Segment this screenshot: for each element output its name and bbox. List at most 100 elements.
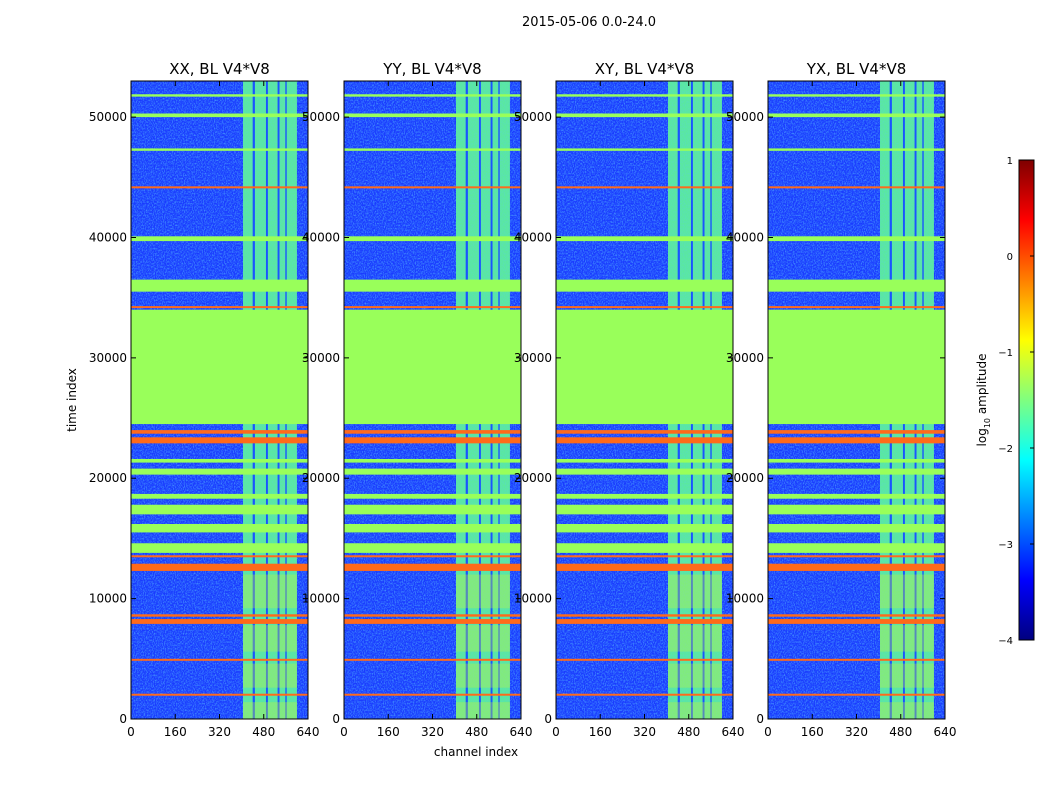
- time-segment: [243, 663, 297, 688]
- flag-stripe: [344, 94, 521, 97]
- flag-stripe: [768, 555, 945, 558]
- y-tick-label: 50000: [726, 110, 764, 124]
- flag-stripe: [556, 555, 733, 558]
- y-tick-label: 20000: [89, 471, 127, 485]
- x-tick-label: 320: [845, 725, 868, 739]
- flag-stripe: [556, 430, 733, 434]
- colorbar: 1 0 −1 −2 −3 −4 log10 amplitude: [975, 156, 1035, 647]
- flag-stripe: [131, 658, 308, 661]
- flag-stripe: [556, 148, 733, 151]
- time-segment: [880, 702, 934, 719]
- y-tick-label: 10000: [514, 592, 552, 606]
- time-segment: [456, 702, 510, 719]
- x-tick-label: 160: [801, 725, 824, 739]
- flag-stripe: [768, 543, 945, 553]
- flag-stripe: [768, 563, 945, 571]
- y-tick-label: 10000: [726, 592, 764, 606]
- flag-stripe: [768, 619, 945, 624]
- flag-stripe: [344, 658, 521, 661]
- flag-stripe: [768, 306, 945, 309]
- heatmap-panel: YY, BL V4*V8 0 160 320 480 640 0 10000 20000 3000…: [302, 60, 533, 739]
- x-tick-label: 0: [764, 725, 772, 739]
- y-tick-label: 40000: [726, 230, 764, 244]
- flag-stripe: [131, 555, 308, 558]
- flag-stripe: [556, 619, 733, 624]
- y-tick-label: 30000: [302, 351, 340, 365]
- flag-stripe: [131, 186, 308, 189]
- flag-stripe: [556, 437, 733, 444]
- flag-stripe: [344, 113, 521, 118]
- flag-stripe: [768, 437, 945, 444]
- flag-stripe: [768, 430, 945, 434]
- flag-stripe: [768, 309, 945, 425]
- flag-stripe: [131, 309, 308, 425]
- x-tick-label: 0: [340, 725, 348, 739]
- y-tick-label: 40000: [302, 230, 340, 244]
- flag-stripe: [131, 113, 308, 118]
- y-tick-label: 20000: [726, 471, 764, 485]
- flag-stripe: [131, 279, 308, 292]
- flag-stripe: [131, 468, 308, 475]
- panel-title: XY, BL V4*V8: [595, 60, 695, 78]
- flag-stripe: [344, 614, 521, 617]
- x-tick-label: 320: [421, 725, 444, 739]
- y-tick-label: 30000: [726, 351, 764, 365]
- flag-stripe: [344, 543, 521, 553]
- time-segment: [880, 663, 934, 688]
- colorbar-gradient: [1018, 159, 1035, 641]
- time-segment: [668, 663, 722, 688]
- flag-stripe: [556, 493, 733, 499]
- panel-title: XX, BL V4*V8: [169, 60, 270, 78]
- flag-stripe: [556, 94, 733, 97]
- x-tick-label: 640: [722, 725, 745, 739]
- colorbar-label: log10 amplitude: [975, 354, 992, 447]
- y-axis-label: time index: [65, 368, 79, 432]
- x-tick-label: 320: [633, 725, 656, 739]
- flag-stripe: [344, 693, 521, 696]
- time-segment: [243, 702, 297, 719]
- panel-title: YX, BL V4*V8: [806, 60, 907, 78]
- flag-stripe: [768, 94, 945, 97]
- time-segment: [668, 702, 722, 719]
- time-segment: [668, 574, 722, 609]
- colorbar-tick-label: −1: [998, 348, 1013, 359]
- flag-stripe: [131, 236, 308, 242]
- flag-stripe: [344, 493, 521, 499]
- time-segment: [456, 625, 510, 652]
- colorbar-tick-label: −4: [998, 636, 1013, 647]
- flag-stripe: [131, 94, 308, 97]
- flag-stripe: [344, 468, 521, 475]
- colorbar-tick-label: 0: [1007, 252, 1013, 263]
- time-segment: [880, 625, 934, 652]
- flag-stripe: [131, 458, 308, 463]
- flag-stripe: [556, 543, 733, 553]
- flag-stripe: [768, 186, 945, 189]
- x-tick-label: 160: [164, 725, 187, 739]
- y-tick-label: 50000: [514, 110, 552, 124]
- flag-stripe: [131, 614, 308, 617]
- heatmap-panel: XY, BL V4*V8 0 160 320 480 640 0 10000 20000 3000…: [514, 60, 745, 739]
- flag-stripe: [131, 437, 308, 444]
- flag-stripe: [768, 614, 945, 617]
- colorbar-tick-label: −3: [998, 540, 1013, 551]
- flag-stripe: [768, 693, 945, 696]
- x-tick-label: 480: [889, 725, 912, 739]
- x-tick-label: 480: [677, 725, 700, 739]
- flag-stripe: [556, 306, 733, 309]
- colorbar-tick-label: 1: [1007, 156, 1013, 167]
- flag-stripe: [556, 458, 733, 463]
- x-tick-label: 320: [208, 725, 231, 739]
- flag-stripe: [131, 563, 308, 571]
- y-tick-label: 30000: [89, 351, 127, 365]
- flag-stripe: [344, 458, 521, 463]
- flag-stripe: [131, 493, 308, 499]
- y-tick-label: 30000: [514, 351, 552, 365]
- flag-stripe: [556, 113, 733, 118]
- flag-stripe: [344, 306, 521, 309]
- x-tick-label: 640: [510, 725, 533, 739]
- flag-stripe: [344, 430, 521, 434]
- flag-stripe: [556, 693, 733, 696]
- flag-stripe: [131, 693, 308, 696]
- y-tick-label: 0: [756, 712, 764, 726]
